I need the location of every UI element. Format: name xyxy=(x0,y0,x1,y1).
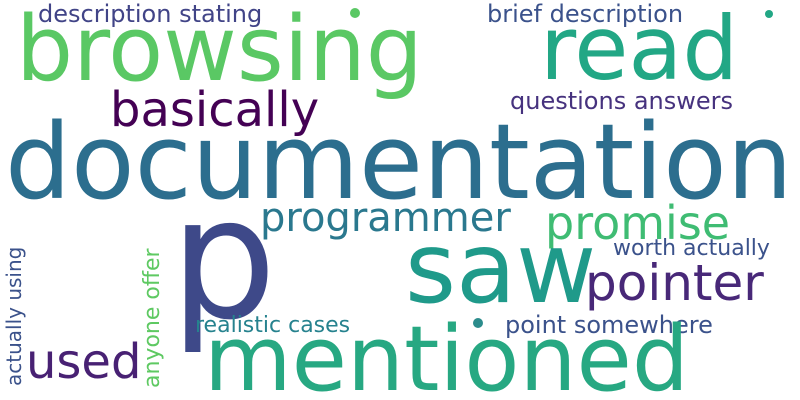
word-promise: promise xyxy=(545,196,731,250)
word-brief-description: brief description xyxy=(487,0,684,28)
word-mentioned: mentioned xyxy=(204,307,689,400)
word-browsing: browsing xyxy=(16,0,423,102)
word-realistic-cases: realistic cases xyxy=(195,313,351,338)
word-anyone-offer: anyone offer xyxy=(140,248,165,388)
word-read: read xyxy=(540,0,739,100)
word-basically: basically xyxy=(110,82,320,138)
word-description-stating: description stating xyxy=(38,0,263,28)
word-documentation: documentation xyxy=(5,101,793,223)
word-p: p xyxy=(170,161,277,357)
dot-top xyxy=(350,8,360,18)
word-programmer: programmer xyxy=(260,195,511,241)
dot-bottom xyxy=(473,318,483,328)
word-questions-answers: questions answers xyxy=(510,87,734,115)
dot-top-right xyxy=(765,10,773,18)
word-actually-using: actually using xyxy=(2,246,26,386)
word-saw: saw xyxy=(405,212,597,326)
word-worth-actually: worth actually xyxy=(613,236,770,261)
word-point-somewhere: point somewhere xyxy=(505,311,713,339)
word-used: used xyxy=(26,334,142,390)
word-pointer: pointer xyxy=(585,254,764,312)
